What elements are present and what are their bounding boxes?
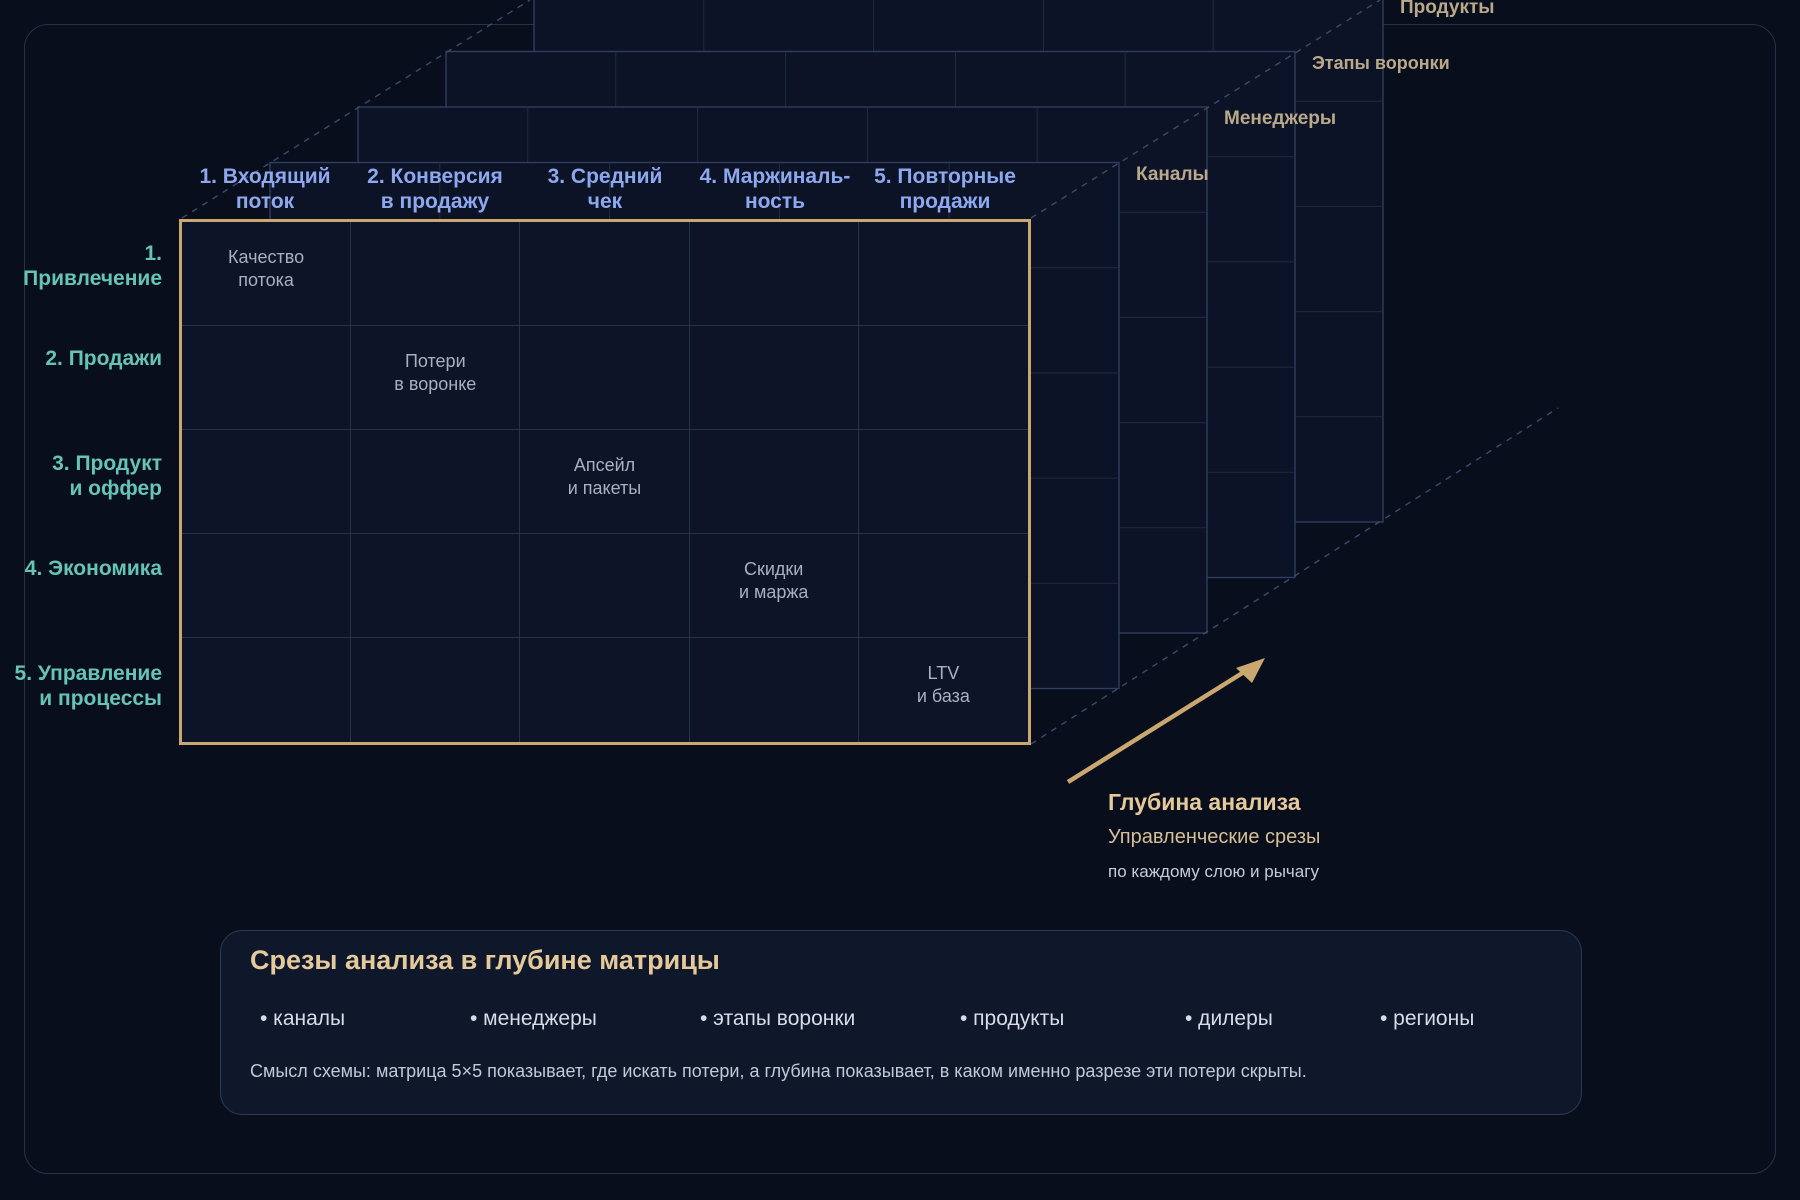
- slices-title: Срезы анализа в глубине матрицы: [250, 945, 720, 975]
- matrix-cell-2-3: [520, 326, 690, 430]
- layer-label-channels: Каналы: [1136, 164, 1209, 185]
- slice-item-dealers: • дилеры: [1185, 1007, 1273, 1030]
- slice-item-regions: • регионы: [1380, 1007, 1475, 1030]
- depth-caption: по каждому слою и рычагу: [1108, 862, 1319, 881]
- depth-title: Глубина анализа: [1108, 789, 1301, 815]
- matrix-cell-3-3: Апсейл и пакеты: [520, 430, 690, 534]
- slice-item-managers: • менеджеры: [470, 1007, 597, 1030]
- depth-edge-bottom-right: [1030, 407, 1559, 745]
- slice-item-funnel-stages: • этапы воронки: [700, 1007, 856, 1030]
- depth-arrow-head: [1236, 658, 1265, 683]
- column-label-4: 4. Маржиналь- ность: [699, 165, 851, 213]
- depth-edge-top-left: [181, 0, 531, 219]
- layer-label-funnel-stages: Этапы воронки: [1312, 53, 1450, 73]
- depth-subtitle: Управленческие срезы: [1108, 826, 1321, 848]
- matrix-5x5: Качество потока Потери в воронке Апсейл …: [179, 219, 1031, 745]
- matrix-cell-4-3: [520, 534, 690, 638]
- matrix-cell-4-5: [858, 534, 1028, 638]
- matrix-cell-1-1: Качество потока: [182, 222, 352, 326]
- matrix-cell-5-4: [690, 638, 859, 742]
- layer-label-products: Продукты: [1400, 0, 1495, 18]
- matrix-cell-4-2: [351, 534, 521, 638]
- matrix-cell-1-2: [351, 222, 521, 326]
- layer-label-managers: Менеджеры: [1224, 108, 1337, 129]
- matrix-cell-3-1: [182, 430, 352, 534]
- slices-note: Смысл схемы: матрица 5×5 показывает, где…: [250, 1061, 1307, 1081]
- row-label-4: 4. Экономика: [24, 557, 162, 580]
- matrix-cell-3-5: [858, 430, 1028, 534]
- matrix-cell-5-2: [351, 638, 521, 742]
- row-label-5: 5. Управление и процессы: [14, 662, 162, 710]
- matrix-cell-3-2: [351, 430, 521, 534]
- slice-item-channels: • каналы: [260, 1007, 346, 1030]
- matrix-cell-1-4: [689, 222, 859, 326]
- column-label-3: 3. Средний чек: [547, 165, 663, 213]
- depth-edge-top-right: [1030, 0, 1381, 219]
- matrix-cell-3-4: [689, 430, 859, 534]
- matrix-cell-2-5: [858, 326, 1028, 430]
- matrix-cell-1-5: [858, 222, 1028, 326]
- column-label-2: 2. Конверсия в продажу: [367, 165, 503, 213]
- slices-panel: Срезы анализа в глубине матрицы • каналы…: [220, 930, 1582, 1115]
- row-label-1: 1. Привлечение: [23, 242, 162, 290]
- matrix-cell-2-2: Потери в воронке: [351, 326, 521, 430]
- matrix-cell-1-3: [520, 222, 690, 326]
- matrix-cell-4-1: [182, 534, 352, 638]
- column-label-5: 5. Повторные продажи: [874, 165, 1016, 213]
- column-label-1: 1. Входящий поток: [199, 165, 331, 213]
- slice-item-products: • продукты: [960, 1007, 1065, 1030]
- matrix-cell-4-4: Скидки и маржа: [689, 534, 859, 638]
- row-label-3: 3. Продукт и оффер: [52, 452, 162, 500]
- matrix-cell-2-4: [689, 326, 859, 430]
- matrix-cell-2-1: [182, 326, 352, 430]
- matrix-cell-5-1: [182, 638, 352, 742]
- matrix-cell-5-5: LTV и база: [916, 663, 970, 706]
- depth-arrow: [1066, 665, 1254, 784]
- matrix-cell-5-3: [520, 638, 690, 742]
- row-label-2: 2. Продажи: [45, 347, 162, 370]
